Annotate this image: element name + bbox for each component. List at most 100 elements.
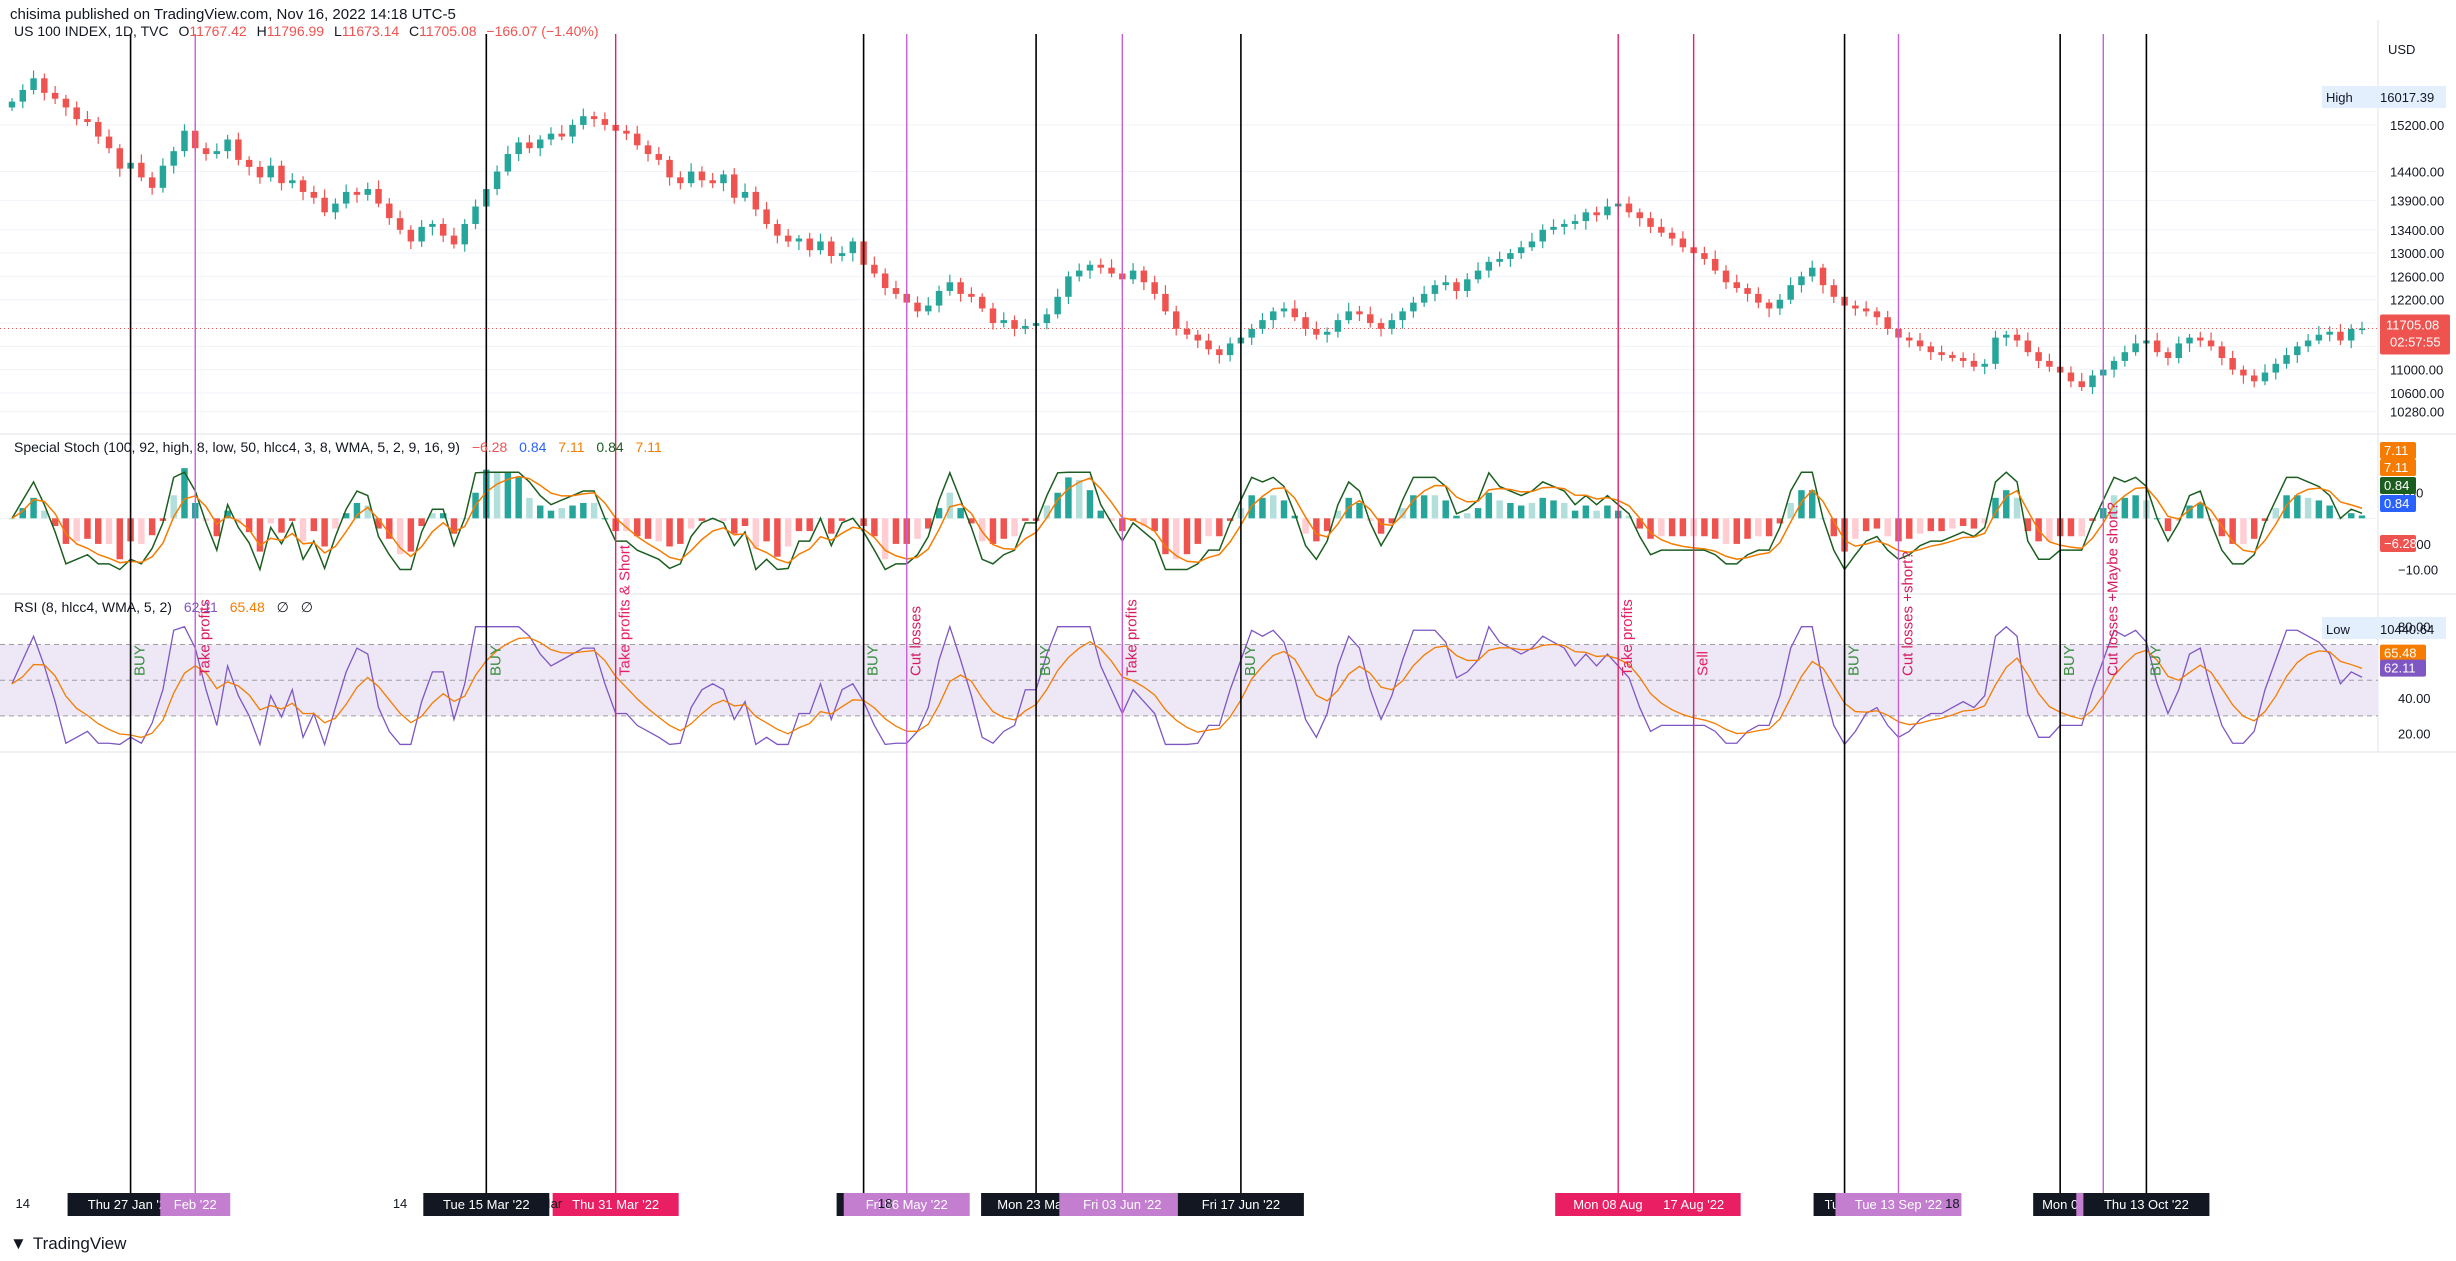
stoch-histogram-bar (828, 518, 835, 534)
candle-body (1496, 258, 1503, 262)
stoch-value-label: 7.11 (2384, 460, 2408, 475)
candle-body (1711, 258, 1719, 271)
candle-body (1216, 349, 1223, 356)
candle-body (1830, 285, 1838, 297)
stoch-histogram-bar (1604, 505, 1611, 519)
high-label: High (2326, 90, 2353, 105)
price-tick-label: 10600.00 (2390, 386, 2444, 401)
stoch-histogram-bar (2046, 518, 2053, 542)
candle-body (1733, 282, 1741, 289)
candle-body (2283, 355, 2290, 364)
stoch-histogram-bar (375, 518, 382, 529)
stoch-histogram-bar (644, 518, 652, 539)
grid (0, 124, 2378, 519)
candle-body (493, 171, 501, 190)
candle-body (526, 142, 533, 149)
stoch-histogram-bar (569, 505, 576, 519)
stoch-histogram-bar (1507, 502, 1514, 519)
stoch-histogram-bar (8, 518, 16, 520)
candle-body (1356, 311, 1363, 315)
signal-text: Take profits & Short (617, 544, 634, 676)
rsi-signal-line (11, 637, 2363, 739)
candle-body (1291, 308, 1299, 318)
candle-body (472, 206, 479, 224)
stoch-histogram-bar (2250, 518, 2258, 539)
candle-body (2089, 375, 2096, 388)
stoch-histogram-bar (407, 518, 415, 552)
chart-svg[interactable]: BUY Thu 27 Jan '22 Take profits Feb '22 BUY T… (0, 0, 2456, 1230)
candle-body (536, 139, 544, 149)
candle-body (1140, 270, 1148, 283)
candle-body (364, 189, 371, 195)
stoch-fast-line (11, 470, 2363, 572)
stoch-histogram-bar (580, 502, 587, 519)
stoch-histogram-bar (62, 518, 70, 544)
stoch-histogram-bar (795, 518, 803, 532)
date-badge (2083, 1193, 2210, 1216)
candle-body (2013, 334, 2021, 341)
stoch-histogram-bar (1216, 518, 1223, 537)
candle-body (1442, 282, 1449, 286)
candle-body (946, 282, 954, 291)
candle-body (1970, 360, 1978, 367)
time-tick-label: 18 (878, 1196, 892, 1211)
candle-body (332, 203, 339, 213)
stoch-histogram-bar (1054, 492, 1061, 519)
price-tick-label: 13000.00 (2390, 246, 2444, 261)
stoch-histogram-bar (666, 518, 673, 547)
candle-body (763, 209, 770, 224)
candle-body (504, 154, 512, 172)
candle-body (1194, 334, 1202, 341)
candle-body (1054, 296, 1061, 315)
candle-body (655, 154, 663, 160)
candle-body (871, 264, 878, 274)
candle-body (1722, 270, 1730, 283)
stoch-histogram-bar (2294, 495, 2301, 519)
candle-body (806, 238, 813, 251)
date-badge (552, 1193, 679, 1216)
stoch-histogram-bar (148, 518, 156, 536)
stoch-histogram-bar (1453, 515, 1460, 519)
candle-body (235, 139, 242, 160)
candle-body (2250, 375, 2258, 382)
rsi-band (0, 644, 2378, 717)
stoch-histogram-bar (1367, 518, 1374, 521)
candle-body (2304, 340, 2312, 347)
candle-body (2272, 363, 2279, 373)
candle-body (558, 133, 566, 137)
candle-body (2294, 346, 2301, 356)
candle-body (709, 180, 716, 184)
candle-body (1808, 267, 1816, 277)
stoch-histogram-bar (278, 518, 285, 533)
stoch-histogram-bar (84, 518, 91, 539)
date-badge-label: Tue 15 Mar '22 (443, 1197, 530, 1212)
stoch-histogram-bar (105, 518, 113, 544)
candle-body (429, 223, 436, 227)
stoch-histogram-bar (2326, 505, 2333, 519)
stoch-histogram-bar (1194, 518, 1202, 544)
candle-body (720, 174, 727, 184)
stoch-histogram-bar (655, 518, 663, 542)
stoch-histogram-bar (558, 508, 566, 519)
stoch-histogram-bar (1474, 508, 1482, 519)
stoch-histogram-bar (1496, 500, 1503, 519)
stoch-value-badge (2380, 477, 2416, 494)
candle-body (1658, 226, 1665, 233)
candle-body (1172, 311, 1180, 329)
stoch-histogram-bar (2003, 490, 2010, 519)
stoch-histogram-bar (590, 502, 598, 519)
candle-body (1464, 279, 1471, 291)
stoch-histogram-bar (892, 518, 900, 544)
stoch-histogram-bar (623, 518, 630, 532)
candle-body (989, 308, 997, 324)
stoch-histogram-bar (752, 518, 760, 550)
stoch-histogram-bar (1647, 518, 1654, 539)
stoch-histogram-bar (138, 518, 145, 544)
stoch-histogram-bar (687, 518, 695, 529)
stoch-value-badge (2380, 535, 2416, 552)
candle-body (1313, 328, 1320, 335)
candle-body (396, 218, 404, 230)
stoch-value-badge (2380, 459, 2416, 476)
stoch-histogram-bar (2229, 518, 2236, 544)
